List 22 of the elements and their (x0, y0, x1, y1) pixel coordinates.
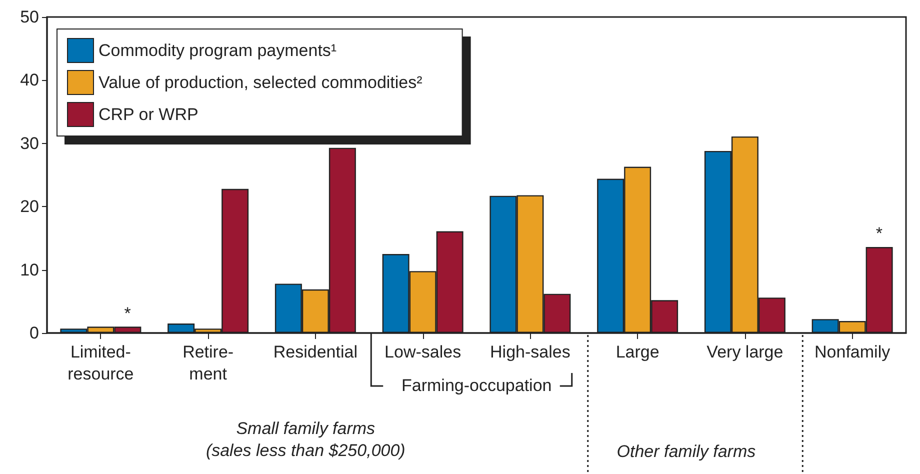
x-tick-label: Very large (706, 342, 784, 362)
annotation: * (876, 223, 882, 246)
y-tick-label: 20 (20, 197, 39, 216)
x-tick-label: Nonfamily (814, 342, 891, 362)
legend-label: Value of production, selected commodities² (98, 73, 423, 92)
y-tick-label: 50 (20, 8, 39, 26)
annotation: * (124, 302, 131, 325)
x-tick-label: Residential (273, 342, 358, 362)
legend-label: Commodity program payments¹ (98, 41, 337, 60)
legend-label: CRP or WRP (98, 105, 198, 124)
text: Other family farms (616, 441, 756, 463)
x-tick-label: Limited- resource (68, 342, 134, 384)
x-tick-label: High-sales (490, 342, 570, 362)
x-tick-label: Large (616, 342, 660, 362)
text: Farming-occupation (402, 375, 552, 397)
y-tick-label: 30 (20, 134, 39, 153)
x-tick-label: Retire- ment (182, 342, 234, 384)
y-tick-label: 0 (30, 324, 39, 342)
y-tick-label: 40 (20, 70, 39, 90)
text: Small family farms (sales less than $250,000) (206, 418, 406, 462)
x-tick-label: Low-sales (384, 342, 462, 362)
y-tick-label: 10 (20, 260, 39, 280)
